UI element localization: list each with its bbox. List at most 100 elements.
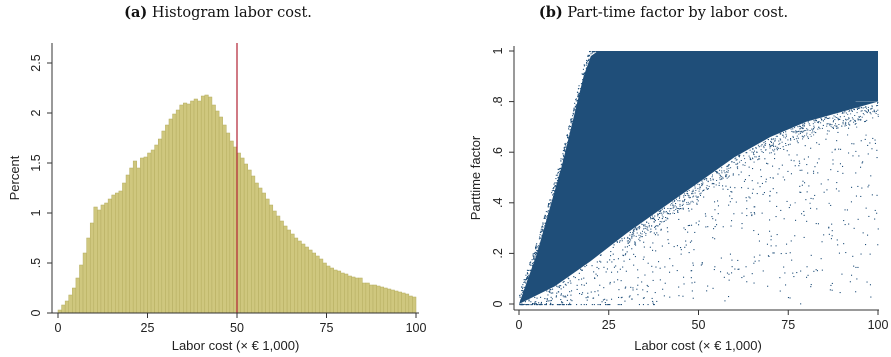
scatter-point bbox=[870, 175, 872, 177]
scatter-point bbox=[867, 186, 869, 188]
scatter-point bbox=[680, 247, 682, 249]
scatter-point bbox=[530, 301, 532, 303]
scatter-point bbox=[624, 254, 626, 256]
scatter-point bbox=[834, 148, 836, 150]
scatter-point bbox=[801, 184, 803, 186]
scatter-point bbox=[570, 294, 572, 296]
scatter-point bbox=[728, 279, 730, 281]
scatter-point bbox=[574, 106, 576, 108]
scatter-point bbox=[721, 178, 723, 180]
scatter-point bbox=[639, 226, 641, 228]
scatter-point bbox=[779, 133, 781, 135]
scatter-point bbox=[564, 143, 566, 145]
scatter-point bbox=[622, 254, 624, 256]
scatter-point bbox=[857, 118, 859, 120]
scatter-point bbox=[877, 105, 879, 106]
scatter-point bbox=[712, 182, 714, 184]
scatter-point bbox=[559, 304, 561, 306]
scatter-point bbox=[772, 144, 774, 146]
scatter-point bbox=[790, 173, 792, 175]
scatter-point bbox=[545, 211, 547, 213]
scatter-point bbox=[704, 178, 706, 180]
scatter-point bbox=[570, 282, 572, 284]
scatter-point bbox=[720, 175, 722, 177]
histogram-bar bbox=[344, 273, 349, 314]
scatter-point bbox=[791, 130, 793, 132]
scatter-point bbox=[549, 290, 551, 292]
scatter-point bbox=[697, 200, 699, 202]
scatter-point bbox=[631, 248, 633, 250]
scatter-point bbox=[578, 88, 580, 90]
histogram-bar bbox=[132, 160, 138, 314]
scatter-point bbox=[803, 136, 805, 138]
scatter-point bbox=[530, 261, 532, 263]
scatter-point bbox=[659, 211, 661, 213]
scatter-point bbox=[696, 202, 698, 204]
scatter-point bbox=[665, 219, 667, 221]
scatter-point bbox=[822, 120, 824, 122]
histogram-bar bbox=[186, 103, 191, 314]
scatter-point bbox=[714, 226, 716, 228]
scatter-point bbox=[655, 266, 657, 268]
scatter-point bbox=[585, 282, 587, 284]
scatter-point bbox=[753, 153, 754, 155]
scatter-point bbox=[679, 200, 681, 202]
y-tick-label: .4 bbox=[491, 198, 505, 208]
scatter-point bbox=[646, 221, 648, 223]
scatter-point bbox=[689, 197, 691, 199]
scatter-point bbox=[533, 257, 535, 259]
scatter-point bbox=[719, 177, 721, 179]
scatter-point bbox=[553, 187, 555, 189]
scatter-point bbox=[847, 134, 849, 136]
scatter-point bbox=[562, 158, 564, 160]
y-tick-label: 0 bbox=[29, 309, 43, 316]
scatter-point bbox=[625, 286, 627, 288]
scatter-point bbox=[772, 188, 774, 190]
scatter-point bbox=[751, 151, 753, 153]
scatter-point bbox=[577, 93, 579, 95]
scatter-point bbox=[808, 123, 810, 125]
scatter-point bbox=[766, 243, 768, 245]
histogram-bar bbox=[354, 277, 359, 314]
scatter-point bbox=[727, 170, 729, 172]
scatter-point bbox=[562, 153, 564, 155]
scatter-point bbox=[826, 123, 828, 125]
scatter-point bbox=[604, 298, 606, 300]
scatter-point bbox=[769, 195, 771, 197]
scatter-point bbox=[555, 182, 557, 184]
scatter-point bbox=[677, 200, 679, 202]
scatter-point bbox=[542, 226, 544, 228]
scatter-point bbox=[731, 161, 733, 163]
scatter-point bbox=[660, 221, 662, 223]
scatter-point bbox=[831, 126, 833, 128]
scatter-point bbox=[827, 123, 829, 125]
scatter-point bbox=[872, 111, 874, 113]
scatter-point bbox=[799, 162, 801, 164]
scatter-point bbox=[565, 284, 567, 286]
scatter-point bbox=[617, 304, 619, 306]
scatter-point bbox=[674, 200, 676, 202]
scatter-point bbox=[651, 265, 653, 267]
scatter-point bbox=[721, 170, 723, 172]
scatter-point bbox=[547, 204, 549, 206]
scatter-point bbox=[695, 189, 697, 191]
scatter-point bbox=[694, 231, 696, 233]
histogram-bar bbox=[229, 140, 234, 314]
scatter-point bbox=[706, 179, 708, 181]
scatter-point bbox=[787, 144, 789, 146]
histogram-bar bbox=[247, 169, 252, 314]
scatter-point bbox=[589, 51, 591, 53]
scatter-point bbox=[721, 172, 723, 174]
scatter-point bbox=[652, 249, 654, 251]
scatter-point bbox=[630, 286, 632, 288]
histogram-bar bbox=[193, 98, 198, 314]
scatter-point bbox=[772, 177, 774, 179]
scatter-point bbox=[831, 124, 833, 126]
scatter-point bbox=[790, 240, 792, 242]
scatter-point bbox=[867, 109, 869, 110]
scatter-point bbox=[719, 179, 721, 181]
histogram-bar bbox=[268, 204, 274, 314]
scatter-point bbox=[715, 219, 717, 221]
scatter-point bbox=[529, 262, 531, 264]
scatter-point bbox=[727, 165, 729, 167]
